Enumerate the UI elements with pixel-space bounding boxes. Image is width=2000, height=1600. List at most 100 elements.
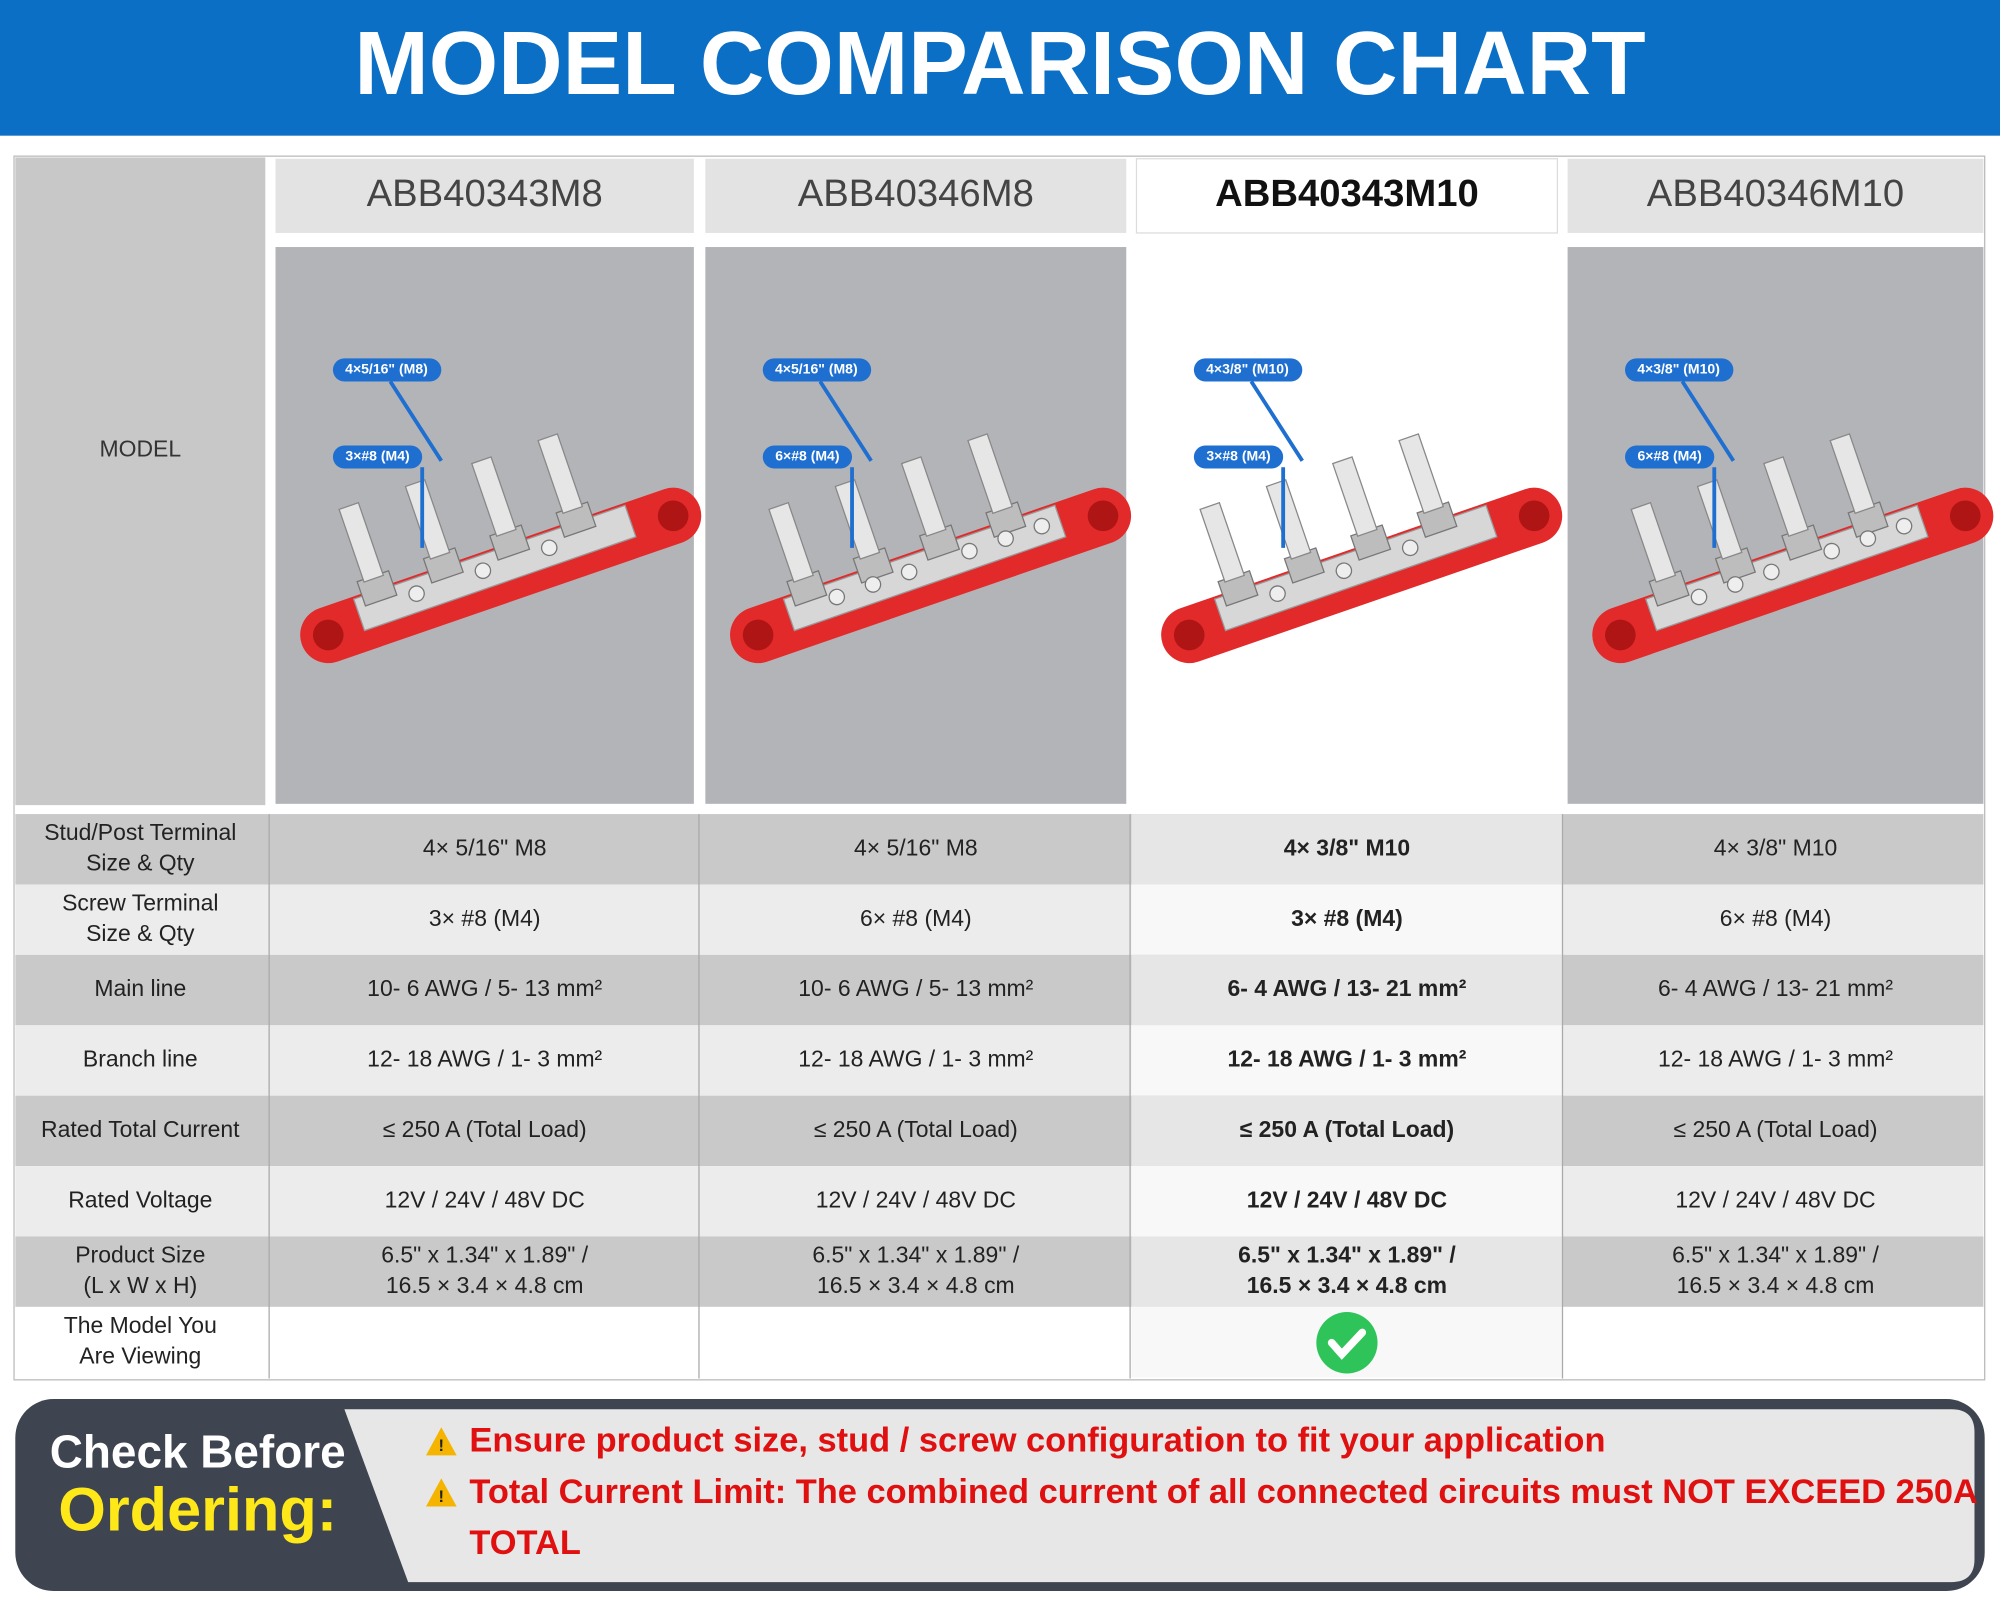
stud [1331,456,1378,537]
row-bg [15,884,1984,955]
stud [900,456,947,537]
screw [1335,562,1353,580]
cell-value: 6- 4 AWG / 13- 21 mm² [1658,975,1893,1001]
notice-heading: Check Before [50,1425,346,1477]
cell-value: 6× #8 (M4) [1720,905,1832,931]
callout-label-bg [1625,358,1734,382]
row-label: Are Viewing [79,1342,201,1368]
warning-text: Total Current Limit: The combined curren… [469,1473,1978,1511]
model-name: ABB40343M10 [1215,172,1479,215]
hole [1605,619,1636,651]
hole [657,500,689,532]
cell-value: 3× #8 (M4) [1291,905,1403,931]
cell-value: 12V / 24V / 48V DC [1675,1186,1875,1212]
cell-value: 6.5" x 1.34" x 1.89" / [1238,1241,1456,1267]
cell-value: ≤ 250 A (Total Load) [814,1116,1018,1142]
callout-label: 4×5/16" (M8) [775,361,858,377]
product-image [1592,433,1994,664]
stud [967,433,1013,515]
hole [312,619,344,651]
row-label: Rated Voltage [68,1186,212,1212]
screw [1859,530,1877,547]
highlight-cell [1131,884,1563,955]
screw [474,562,492,580]
stud [470,456,517,537]
screw [1763,563,1780,581]
screw [1895,517,1913,535]
model-header-cell [1567,158,1984,233]
screw [540,539,558,557]
row-label: Stud/Post Terminal [44,819,236,845]
cell-value: 3× #8 (M4) [429,905,541,931]
cell-value: 12- 18 AWG / 1- 3 mm² [1228,1046,1467,1072]
row-bg [15,954,1984,1026]
row-label: Rated Total Current [41,1116,240,1142]
cell-value: 16.5 × 3.4 × 4.8 cm [1677,1272,1875,1298]
cell-value: 12V / 24V / 48V DC [1247,1186,1447,1212]
notice-heading: Ordering: [58,1474,337,1543]
cell-value: 6.5" x 1.34" x 1.89" / [1672,1241,1879,1267]
row-bg [15,814,1984,885]
notice-panel [344,1409,1975,1583]
cell-value: 16.5 × 3.4 × 4.8 cm [386,1272,584,1298]
warning-text: TOTAL [469,1524,581,1562]
cell-value: 16.5 × 3.4 × 4.8 cm [817,1272,1015,1298]
row-bg [15,1236,1984,1307]
product-image [1161,433,1563,664]
callout-label: 4×3/8" (M10) [1637,361,1720,377]
title: MODEL COMPARISON CHART [354,13,1645,113]
cell-value: 6.5" x 1.34" x 1.89" / [381,1241,588,1267]
highlight-cell [1131,1025,1563,1096]
model-name: ABB40343M8 [367,172,603,215]
hole [1949,500,1981,532]
corner-label: MODEL [100,436,182,462]
screw [828,588,846,606]
hole [1518,500,1550,532]
callout-label: 6×#8 (M4) [775,448,839,464]
callout-label-bg [762,445,853,469]
callout-label: 6×#8 (M4) [1637,448,1701,464]
stud [338,501,385,583]
row-bg [15,1306,1984,1378]
cell-value: 12- 18 AWG / 1- 3 mm² [367,1046,602,1072]
screw [1269,585,1286,602]
screw [1823,542,1840,560]
cell-value: 4× 5/16" M8 [854,834,978,860]
highlight-cell [1131,814,1563,885]
row-label: Branch line [83,1046,198,1072]
screw [864,576,882,593]
screw [1690,588,1708,606]
stud [834,479,881,560]
row-label: Size & Qty [86,850,195,876]
screw [1401,539,1419,557]
warning-icon [426,1478,457,1507]
warning-icon-mark: ! [439,1436,445,1455]
cell-value: 10- 6 AWG / 5- 13 mm² [367,975,602,1001]
cell-value: ≤ 250 A (Total Load) [383,1116,587,1142]
row-label: Product Size [75,1241,205,1267]
highlight-cell [1131,1166,1563,1237]
screw [1726,576,1744,593]
stud [1763,456,1809,537]
hole [742,619,774,651]
stud [537,433,584,515]
product-image [730,433,1132,664]
warning-text: Ensure product size, stud / screw config… [469,1422,1605,1460]
cell-value: 12V / 24V / 48V DC [816,1186,1016,1212]
stud [1829,433,1876,515]
hole [1087,500,1119,532]
row-label: (L x W x H) [83,1272,197,1298]
highlight-cell [1131,1236,1563,1307]
callout-label-bg [1193,358,1303,382]
cell-value: 12- 18 AWG / 1- 3 mm² [1658,1046,1893,1072]
row-label: Screw Terminal [62,889,218,915]
stud [1696,479,1743,560]
callout-label: 3×#8 (M4) [345,448,409,464]
row-label: Size & Qty [86,920,195,946]
stud [404,479,451,560]
warning-icon-mark: ! [439,1487,445,1506]
check-icon [1316,1312,1378,1374]
cell-value: 6- 4 AWG / 13- 21 mm² [1228,975,1467,1001]
cell-value: 4× 3/8" M10 [1714,834,1838,860]
